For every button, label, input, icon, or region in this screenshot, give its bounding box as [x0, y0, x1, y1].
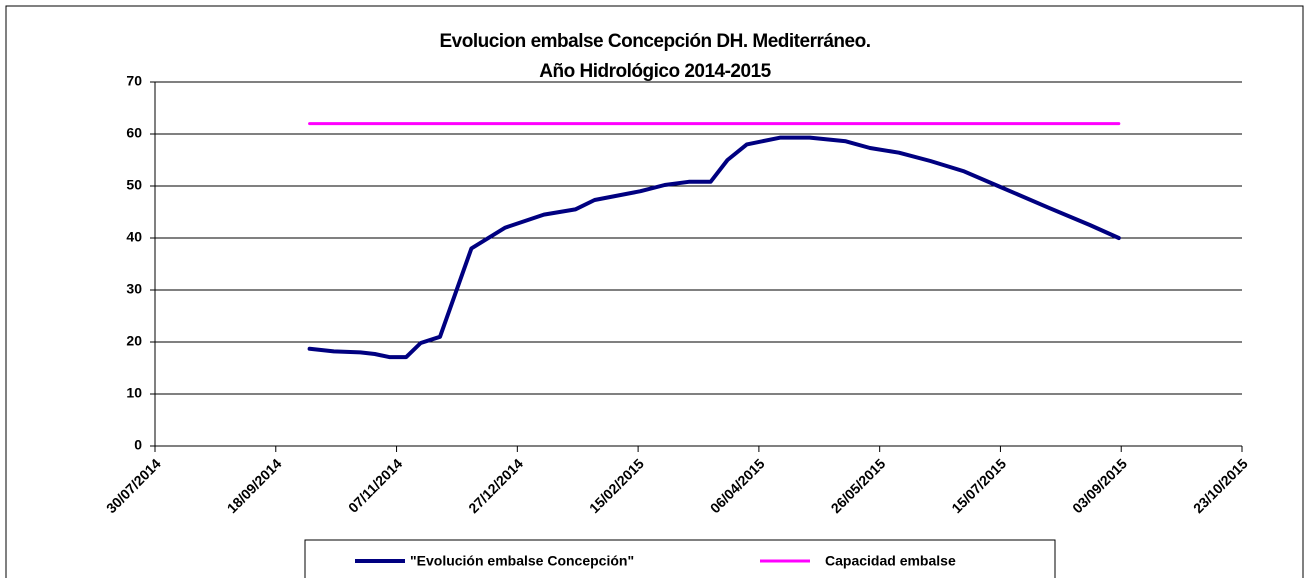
- y-tick-label: 60: [126, 125, 142, 141]
- y-tick-label: 40: [126, 229, 142, 245]
- y-tick-label: 0: [134, 437, 142, 453]
- legend-label: Capacidad embalse: [825, 553, 956, 569]
- chart-title: Evolucion embalse Concepción DH. Mediter…: [440, 31, 871, 52]
- chart-subtitle: Año Hidrológico 2014-2015: [539, 61, 771, 82]
- y-tick-label: 50: [126, 177, 142, 193]
- y-tick-label: 30: [126, 281, 142, 297]
- legend-box: [304, 539, 1056, 578]
- series-line: [307, 135, 1121, 360]
- y-tick-label: 10: [126, 385, 142, 401]
- chart-frame: [5, 5, 1304, 578]
- y-tick-label: 70: [126, 73, 142, 89]
- y-tick-label: 20: [126, 333, 142, 349]
- legend-label: "Evolución embalse Concepción": [410, 553, 634, 569]
